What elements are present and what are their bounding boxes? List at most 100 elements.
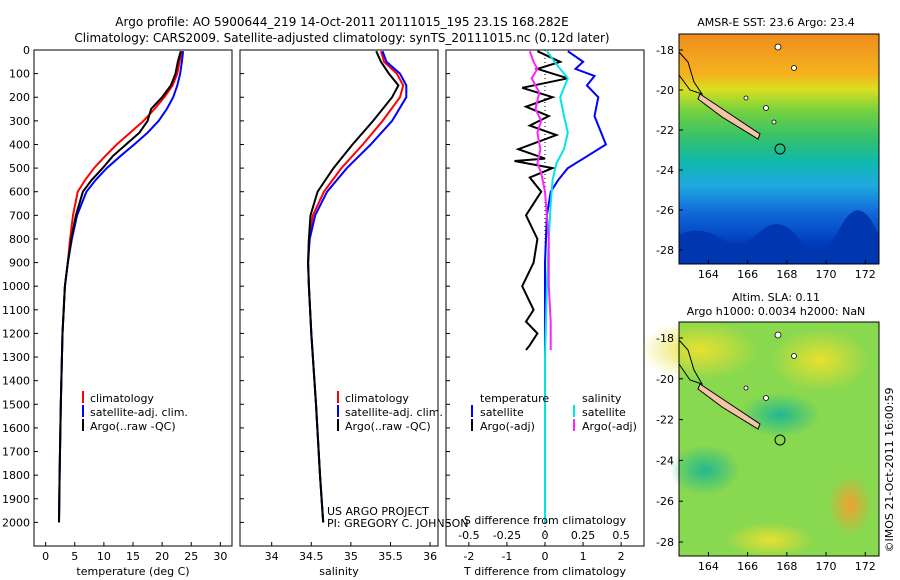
sla-yellow-patch <box>640 320 760 380</box>
s-tick-label: 0.5 <box>612 529 630 542</box>
legend-label-argo: Argo(..raw -QC) <box>90 420 176 433</box>
y-tick-label: 1200 <box>2 327 30 340</box>
series-line-climatology <box>58 50 183 523</box>
project-annotation: US ARGO PROJECT <box>327 505 429 518</box>
difference-legend: temperature satellite Argo(-adj) salinit… <box>471 392 637 433</box>
series-line-satellite-adj-clim- <box>307 50 408 523</box>
title-line-2: Climatology: CARS2009. Satellite-adjuste… <box>74 31 609 45</box>
t-tick-label: 0 <box>542 550 549 563</box>
argo-position-marker <box>774 434 786 446</box>
lat-tick-label: -24 <box>656 164 674 177</box>
y-tick-label: 700 <box>9 209 30 222</box>
series-line-temperature-argo-adj- <box>514 50 569 351</box>
title-line-1: Argo profile: AO 5900644_219 14-Oct-2011… <box>115 15 568 29</box>
lon-tick-label: 168 <box>776 560 797 573</box>
y-tick-label: 1900 <box>2 493 30 506</box>
y-tick-label: 1500 <box>2 398 30 411</box>
y-tick-label: 0 <box>23 44 30 57</box>
series-line-climatology <box>307 50 405 523</box>
y-tick-label: 2000 <box>2 516 30 529</box>
series-line-argo-raw-qc- <box>58 50 182 523</box>
y-tick-label: 500 <box>9 162 30 175</box>
s-tick-label: -0.25 <box>493 529 521 542</box>
salinity-xlabel: salinity <box>319 565 359 578</box>
series-line-temperature-satellite <box>544 50 608 523</box>
series-line-satellite-adj-clim- <box>58 51 185 523</box>
legend-title-temperature: temperature <box>480 392 549 405</box>
s-difference-label: S difference from climatology <box>464 514 627 527</box>
s-tick-label: -0.5 <box>458 529 479 542</box>
lat-tick-label: -20 <box>656 84 674 97</box>
sla-map-title-2: Argo h1000: 0.0034 h2000: NaN <box>687 305 866 318</box>
islet <box>774 43 782 51</box>
legend-label-satellite: satellite-adj. clim. <box>90 406 188 419</box>
x-tick-label: 20 <box>155 550 169 563</box>
x-tick-label: 36 <box>423 550 437 563</box>
sla-map-frame <box>678 321 880 557</box>
lat-tick-label: -26 <box>656 495 674 508</box>
series-line-salinity-satellite <box>544 50 569 523</box>
y-tick-label: 300 <box>9 115 30 128</box>
lon-tick-label: 170 <box>816 560 837 573</box>
legend-label-sal-argo: Argo(-adj) <box>582 420 637 433</box>
x-tick-label: 30 <box>213 550 227 563</box>
sla-yellow-patch <box>770 328 870 392</box>
lat-tick-label: -28 <box>656 244 674 257</box>
y-tick-label: 100 <box>9 68 30 81</box>
t-tick-label: -1 <box>501 550 512 563</box>
imos-credit: ©IMOS 21-Oct-2011 16:00:59 <box>883 387 896 552</box>
series-line-argo-raw-qc- <box>307 50 400 523</box>
sst-cold-band <box>679 210 879 264</box>
x-tick-label: 0 <box>42 550 49 563</box>
difference-plot: -2 -1 0 1 2 -0.5 -0.25 0 0.25 0.5 <box>458 50 630 563</box>
s-tick-label: 0.25 <box>571 529 596 542</box>
y-tick-label: 200 <box>9 91 30 104</box>
new-caledonia-island <box>697 93 761 140</box>
islet <box>763 105 769 111</box>
legend-label-argo: Argo(..raw -QC) <box>345 420 431 433</box>
temperature-legend: climatology satellite-adj. clim. Argo(..… <box>82 391 188 433</box>
lat-tick-label: -20 <box>656 373 674 386</box>
lon-tick-label: 164 <box>698 560 719 573</box>
salinity-plot: 34 34.5 35 35.5 36 <box>265 50 437 563</box>
lat-tick-label: -24 <box>656 454 674 467</box>
new-caledonia-island <box>697 383 761 430</box>
t-tick-label: 2 <box>618 550 625 563</box>
sst-map-frame <box>678 33 880 265</box>
lat-tick-label: -22 <box>656 414 674 427</box>
y-tick-label: 1800 <box>2 469 30 482</box>
sla-orange-patch <box>828 475 872 535</box>
x-tick-label: 25 <box>184 550 198 563</box>
pi-annotation: PI: GREGORY C. JOHNSON <box>327 517 468 530</box>
y-tick-label: 1700 <box>2 446 30 459</box>
x-tick-label: 35 <box>344 550 358 563</box>
sla-map-title-1: Altim. SLA: 0.11 <box>732 291 820 304</box>
lon-tick-label: 168 <box>776 268 797 281</box>
lat-tick-label: -28 <box>656 536 674 549</box>
sst-map-axes: 164 166 168 170 172 -18 -20 -22 -24 -26 -28 <box>656 44 876 281</box>
islet <box>791 65 797 71</box>
argo-position-marker <box>774 143 786 155</box>
x-tick-label: 35.5 <box>378 550 403 563</box>
y-tick-label: 1600 <box>2 422 30 435</box>
temperature-plot: 0 5 10 15 20 25 30 <box>42 50 227 563</box>
y-tick-label: 1400 <box>2 375 30 388</box>
lon-tick-label: 172 <box>855 560 876 573</box>
sla-map <box>640 320 880 558</box>
temperature-xlabel: temperature (deg C) <box>76 565 189 578</box>
sla-yellow-patch <box>725 522 815 558</box>
x-tick-label: 34.5 <box>299 550 324 563</box>
lat-tick-label: -18 <box>656 332 674 345</box>
legend-label-climatology: climatology <box>90 392 154 405</box>
legend-label-climatology: climatology <box>345 392 409 405</box>
x-tick-label: 34 <box>265 550 279 563</box>
islet <box>743 385 749 391</box>
sla-teal-patch <box>740 393 820 437</box>
sla-map-axes: 164 166 168 170 172 -18 -20 -22 -24 -26 -28 <box>656 332 876 573</box>
t-tick-label: 1 <box>580 550 587 563</box>
y-tick-label: 800 <box>9 233 30 246</box>
s-tick-label: 0 <box>542 529 549 542</box>
y-tick-label: 900 <box>9 257 30 270</box>
salinity-legend: climatology satellite-adj. clim. Argo(..… <box>337 391 443 433</box>
